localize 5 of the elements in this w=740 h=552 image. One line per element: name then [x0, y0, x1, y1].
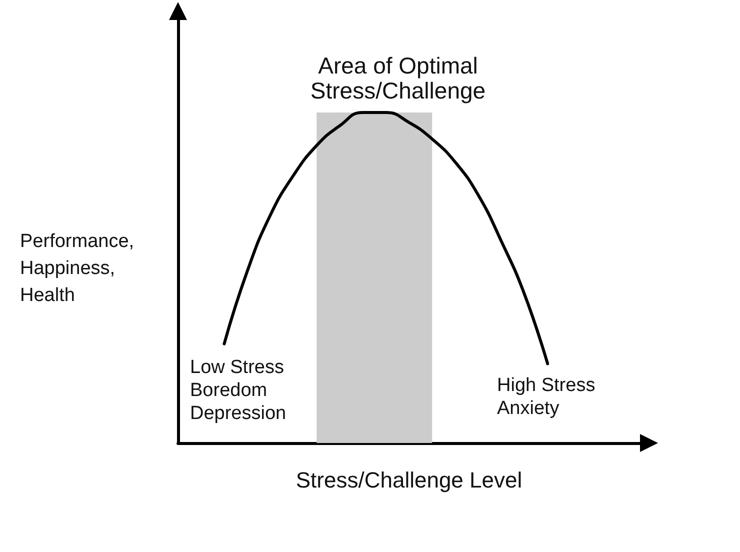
chart-title: Area of Optimal Stress/Challenge — [310, 52, 486, 104]
x-axis-title: Stress/Challenge Level — [296, 468, 522, 492]
y-axis-title: Performance, Happiness, Health — [20, 231, 134, 306]
annotation: High Stress Anxiety — [497, 375, 596, 419]
annotation: Low Stress Boredom Depression — [190, 357, 286, 424]
